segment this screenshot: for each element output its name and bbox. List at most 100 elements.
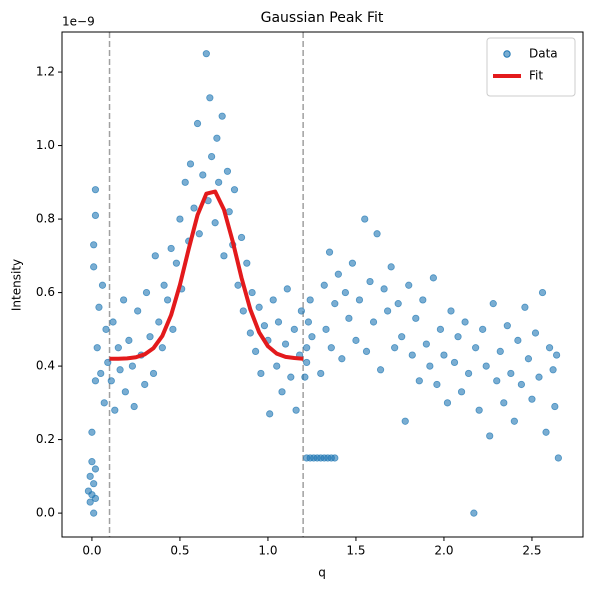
- data-point: [206, 94, 214, 102]
- data-point: [120, 296, 128, 304]
- data-point: [500, 399, 508, 407]
- data-point: [128, 362, 137, 370]
- data-point: [470, 509, 478, 517]
- data-point: [90, 241, 98, 249]
- data-point: [549, 366, 557, 374]
- data-point: [348, 259, 357, 267]
- data-point: [327, 344, 335, 352]
- data-point: [90, 480, 98, 488]
- data-point: [472, 344, 480, 352]
- data-point: [151, 252, 159, 260]
- data-point: [220, 252, 228, 260]
- x-tick-label: 2.0: [434, 544, 453, 558]
- data-point: [341, 288, 349, 297]
- data-point: [130, 402, 138, 411]
- data-point: [545, 344, 554, 352]
- data-point: [384, 307, 392, 315]
- data-point: [176, 215, 184, 223]
- data-point: [164, 296, 172, 304]
- data-point: [290, 325, 298, 333]
- data-point: [366, 277, 374, 286]
- data-point: [429, 274, 437, 282]
- data-point: [338, 355, 346, 363]
- data-point: [91, 186, 100, 194]
- data-point: [158, 344, 166, 352]
- data-point: [331, 300, 339, 308]
- data-point: [503, 322, 511, 330]
- data-point: [419, 296, 427, 304]
- data-point: [114, 344, 122, 352]
- data-point: [345, 314, 353, 322]
- data-point: [489, 300, 497, 308]
- data-point: [91, 494, 100, 503]
- data-point: [380, 285, 388, 293]
- data-point: [215, 178, 223, 186]
- data-point: [447, 307, 455, 315]
- y-axis-label: Intensity: [10, 259, 24, 311]
- data-point: [278, 388, 286, 396]
- data-point: [218, 112, 226, 120]
- data-point: [283, 285, 291, 293]
- data-point: [202, 50, 210, 58]
- data-point: [401, 417, 409, 425]
- data-point: [90, 263, 98, 271]
- y-offset-label: 1e−9: [62, 15, 95, 29]
- data-point: [237, 233, 246, 242]
- y-tick-label: 1.0: [36, 138, 55, 152]
- data-point: [362, 347, 371, 355]
- data-point: [111, 406, 119, 414]
- x-tick-label: 0.5: [170, 544, 189, 558]
- data-point: [528, 395, 536, 403]
- data-point: [88, 458, 96, 466]
- data-point: [104, 358, 112, 367]
- data-point: [524, 355, 533, 363]
- y-tick-label: 0.0: [36, 506, 55, 520]
- data-point: [361, 215, 369, 223]
- data-point: [98, 281, 107, 289]
- data-point: [412, 314, 420, 322]
- data-point: [331, 454, 339, 462]
- data-point: [457, 388, 466, 396]
- data-point: [514, 336, 522, 344]
- data-point: [486, 432, 494, 440]
- data-point: [230, 186, 239, 194]
- data-point: [190, 204, 198, 212]
- data-point: [109, 318, 117, 326]
- data-point: [542, 428, 550, 436]
- data-point: [552, 351, 561, 359]
- data-point: [193, 119, 202, 128]
- data-point: [239, 307, 247, 315]
- data-point: [426, 362, 434, 370]
- legend-label: Fit: [529, 69, 543, 83]
- data-point: [121, 388, 129, 396]
- data-point: [266, 410, 274, 418]
- data-point: [538, 288, 547, 297]
- data-point: [146, 333, 154, 341]
- data-point: [496, 347, 504, 355]
- data-point: [86, 498, 94, 506]
- data-point: [88, 428, 96, 436]
- data-point: [461, 318, 469, 326]
- data-point: [535, 373, 543, 381]
- data-point: [464, 369, 473, 378]
- data-point: [155, 318, 163, 326]
- data-point: [255, 303, 263, 311]
- data-point: [199, 171, 207, 179]
- data-point: [376, 366, 385, 374]
- data-point: [479, 325, 487, 333]
- data-point: [90, 509, 98, 517]
- data-point: [172, 259, 181, 267]
- data-point: [440, 351, 448, 359]
- y-tick-label: 0.6: [36, 285, 55, 299]
- data-point: [100, 399, 108, 407]
- x-axis-label: q: [318, 566, 326, 580]
- data-point: [169, 325, 177, 333]
- data-point: [273, 362, 281, 370]
- data-point: [436, 325, 445, 333]
- data-point: [213, 134, 221, 142]
- data-point: [303, 344, 311, 352]
- data-point: [223, 167, 232, 175]
- data-point: [308, 333, 316, 341]
- data-point: [391, 344, 399, 352]
